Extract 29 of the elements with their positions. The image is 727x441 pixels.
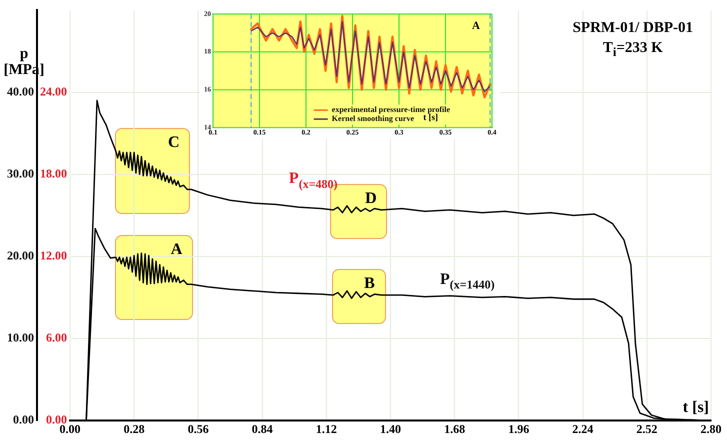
- annotation: SPRM-01/ DBP-01: [572, 19, 693, 38]
- y2-tick-label: 24.00: [40, 84, 67, 98]
- y-tick-label: 40.00: [7, 84, 34, 98]
- legend-label: Kernel smoothing curve: [332, 114, 414, 124]
- y-tick-label: 20.00: [7, 248, 34, 263]
- y-tick-label: 30.00: [7, 166, 34, 180]
- y2-tick-label: 18.00: [40, 166, 67, 180]
- x-axis-title: t [s]: [682, 399, 709, 417]
- annotation: T$_{i}$=233 K: [602, 39, 664, 61]
- annotation: C: [168, 134, 180, 152]
- annotation: D: [365, 190, 377, 208]
- y2-tick-label: 6.00: [46, 330, 67, 345]
- y-tick-label: 10.00: [7, 330, 34, 345]
- x-tick-label: 1.40: [380, 422, 401, 436]
- annotation: A: [170, 241, 182, 260]
- x-tick-label: 2.80: [700, 422, 722, 436]
- x-tick-label: 0.28: [124, 422, 145, 436]
- legend-label: experimental pressure-time profile: [332, 105, 450, 114]
- x-tick-label: 0.84: [252, 422, 273, 436]
- x-tick-label: 0.56: [188, 422, 209, 436]
- y-tick-label: 0.00: [13, 412, 34, 427]
- annotation: B: [364, 274, 375, 293]
- x-tick-label: 1.68: [444, 422, 466, 436]
- y2-tick-label: 12.00: [40, 248, 67, 263]
- x-tick-label: 1.12: [316, 422, 337, 436]
- x-tick-label: 1.96: [508, 422, 530, 436]
- x-tick-label: 2.52: [636, 422, 658, 436]
- x-tick-label: 2.24: [572, 422, 594, 436]
- annotation: A: [472, 20, 480, 32]
